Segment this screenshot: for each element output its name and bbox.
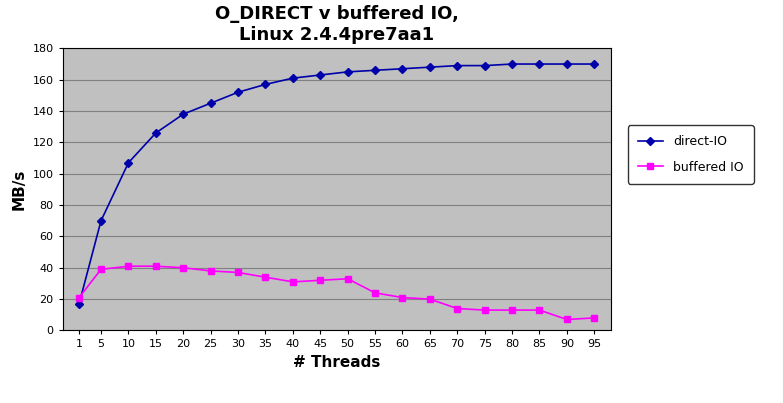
- direct-IO: [124, 160, 133, 165]
- direct-IO: [398, 66, 407, 71]
- direct-IO: [590, 62, 599, 66]
- Line: buffered IO: buffered IO: [76, 264, 597, 322]
- direct-IO: [562, 62, 572, 66]
- buffered IO: [535, 307, 544, 312]
- buffered IO: [398, 295, 407, 300]
- direct-IO: [288, 76, 298, 81]
- buffered IO: [425, 297, 435, 301]
- direct-IO: [507, 62, 517, 66]
- buffered IO: [562, 317, 572, 322]
- direct-IO: [480, 63, 489, 68]
- buffered IO: [261, 275, 270, 280]
- direct-IO: [206, 101, 215, 106]
- buffered IO: [370, 291, 380, 295]
- direct-IO: [425, 65, 435, 70]
- buffered IO: [151, 264, 161, 269]
- direct-IO: [233, 90, 243, 95]
- direct-IO: [151, 131, 161, 135]
- buffered IO: [288, 279, 298, 284]
- Title: O_DIRECT v buffered IO,
Linux 2.4.4pre7aa1: O_DIRECT v buffered IO, Linux 2.4.4pre7a…: [215, 5, 459, 44]
- direct-IO: [343, 69, 352, 74]
- direct-IO: [453, 63, 462, 68]
- direct-IO: [179, 112, 188, 116]
- Y-axis label: MB/s: MB/s: [12, 169, 27, 210]
- buffered IO: [507, 307, 517, 312]
- buffered IO: [124, 264, 133, 269]
- buffered IO: [480, 307, 489, 312]
- buffered IO: [74, 295, 84, 300]
- direct-IO: [74, 301, 84, 306]
- direct-IO: [535, 62, 544, 66]
- buffered IO: [96, 267, 106, 272]
- direct-IO: [370, 68, 380, 73]
- buffered IO: [590, 316, 599, 320]
- buffered IO: [453, 306, 462, 311]
- buffered IO: [233, 270, 243, 275]
- buffered IO: [343, 276, 352, 281]
- direct-IO: [96, 218, 106, 223]
- Legend: direct-IO, buffered IO: direct-IO, buffered IO: [628, 125, 753, 184]
- direct-IO: [316, 73, 325, 77]
- X-axis label: # Threads: # Threads: [293, 355, 381, 370]
- buffered IO: [316, 278, 325, 283]
- buffered IO: [206, 268, 215, 273]
- Line: direct-IO: direct-IO: [76, 61, 597, 307]
- direct-IO: [261, 82, 270, 87]
- buffered IO: [179, 265, 188, 270]
